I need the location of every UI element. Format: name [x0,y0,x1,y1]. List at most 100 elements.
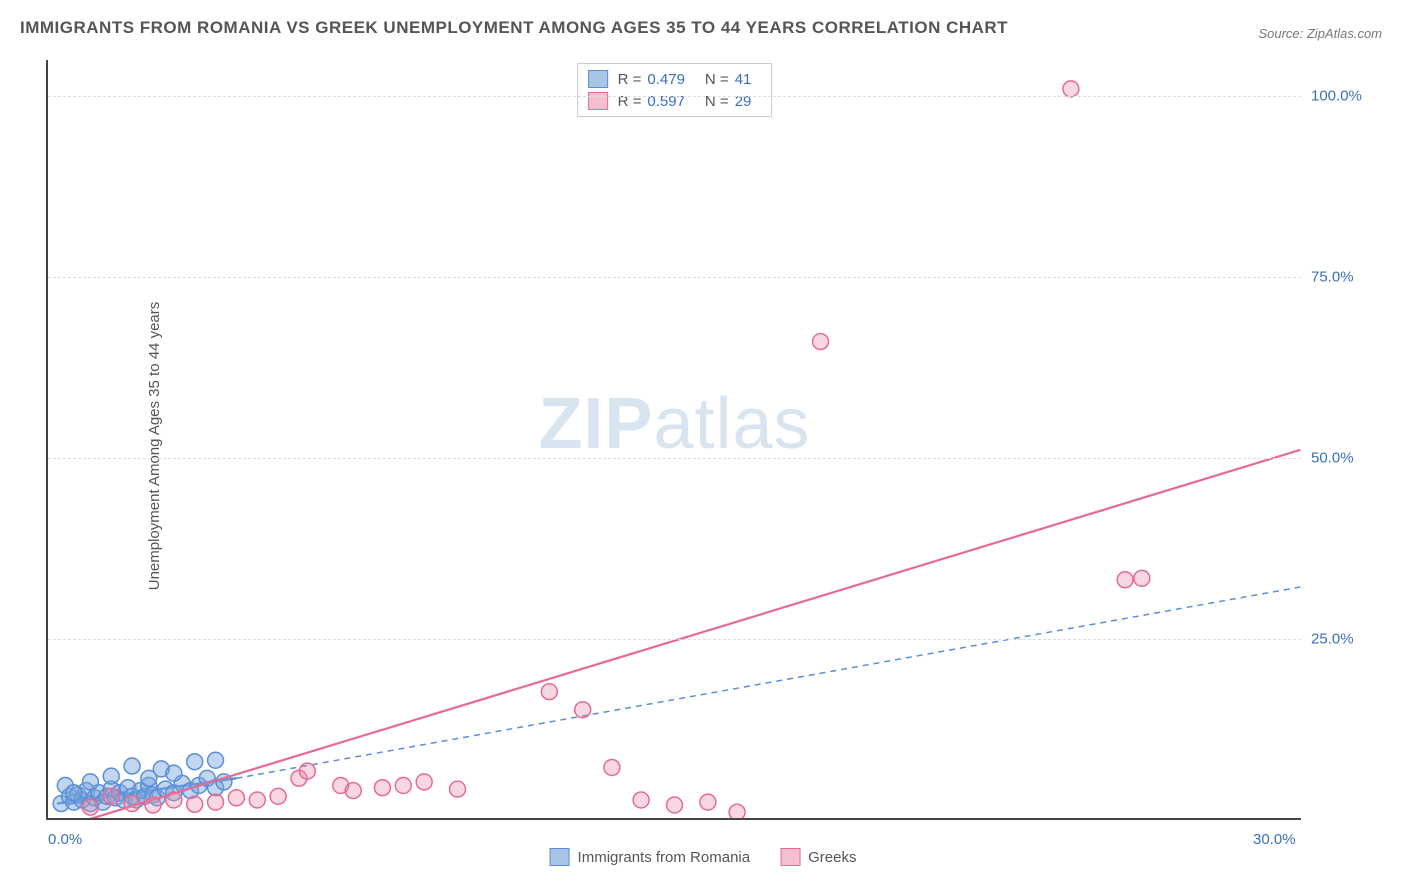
y-tick-label: 50.0% [1311,450,1381,467]
data-point [1063,81,1079,97]
x-tick-label: 0.0% [48,831,82,848]
grid-line [48,458,1301,459]
data-point [124,788,140,804]
data-point [103,788,119,804]
legend-item: Greeks [780,848,856,866]
legend-item: Immigrants from Romania [550,848,751,866]
watermark-zip: ZIP [538,384,653,464]
data-point [141,770,157,786]
data-point [333,778,349,794]
watermark-atlas: atlas [653,384,810,464]
data-point [450,781,466,797]
data-point [604,759,620,775]
stats-row: R = 0.597 N = 29 [588,90,762,112]
data-point [345,783,361,799]
data-point [87,790,103,806]
data-point [157,781,173,797]
stat-n-value: 29 [735,93,752,110]
data-point [120,780,136,796]
data-point [103,781,119,797]
data-point [53,796,69,812]
data-point [187,754,203,770]
data-point [153,761,169,777]
data-point [541,684,557,700]
data-point [91,785,107,801]
data-point [141,778,157,794]
data-point [74,792,90,808]
data-point [66,794,82,810]
data-point [291,770,307,786]
data-point [1134,570,1150,586]
stat-n-label: N = [705,93,729,110]
data-point [62,788,78,804]
data-point [270,788,286,804]
data-point [132,783,148,799]
data-point [70,787,86,803]
data-point [174,775,190,791]
data-point [729,804,745,818]
plot-area: ZIPatlas R = 0.479 N = 41 R = 0.597 N = … [46,60,1301,820]
data-point [374,780,390,796]
data-point [208,780,224,796]
data-point [667,797,683,813]
data-point [187,796,203,812]
data-point [395,778,411,794]
y-tick-label: 100.0% [1311,88,1381,105]
data-point [95,794,111,810]
data-point [166,792,182,808]
legend-label: Greeks [808,849,856,866]
data-point [299,763,315,779]
watermark: ZIPatlas [538,383,810,465]
legend-swatch [550,848,570,866]
data-point [149,790,165,806]
data-point [145,797,161,813]
data-point [128,792,144,808]
data-point [633,792,649,808]
data-point [249,792,265,808]
data-point [216,774,232,790]
x-tick-label: 30.0% [1253,831,1296,848]
data-point [575,702,591,718]
chart-title: IMMIGRANTS FROM ROMANIA VS GREEK UNEMPLO… [20,18,1008,38]
data-point [166,785,182,801]
data-point [208,752,224,768]
data-point [183,783,199,799]
data-point [66,785,82,801]
data-point [103,768,119,784]
chart-svg [48,60,1301,818]
data-point [191,778,207,794]
data-point [124,796,140,812]
data-point [228,790,244,806]
legend-label: Immigrants from Romania [578,849,751,866]
chart-container: IMMIGRANTS FROM ROMANIA VS GREEK UNEMPLO… [0,0,1406,892]
data-point [416,774,432,790]
data-point [166,765,182,781]
legend-swatch [780,848,800,866]
data-point [99,788,115,804]
grid-line [48,277,1301,278]
data-point [145,787,161,803]
data-point [116,792,132,808]
bottom-legend: Immigrants from Romania Greeks [550,848,857,866]
data-point [82,774,98,790]
stats-row: R = 0.479 N = 41 [588,68,762,90]
y-tick-label: 75.0% [1311,269,1381,286]
grid-line [48,639,1301,640]
series-swatch [588,92,608,110]
stat-n-value: 41 [735,71,752,88]
stat-r-value: 0.597 [647,93,685,110]
data-point [199,770,215,786]
data-point [700,794,716,810]
data-point [107,790,123,806]
data-point [208,794,224,810]
data-point [1117,572,1133,588]
stat-r-label: R = [618,71,642,88]
stat-n-label: N = [705,71,729,88]
data-point [137,788,153,804]
data-point [78,783,94,799]
stat-r-value: 0.479 [647,71,685,88]
series-swatch [588,70,608,88]
grid-line [48,96,1301,97]
data-point [82,796,98,812]
source-attribution: Source: ZipAtlas.com [1258,26,1382,41]
